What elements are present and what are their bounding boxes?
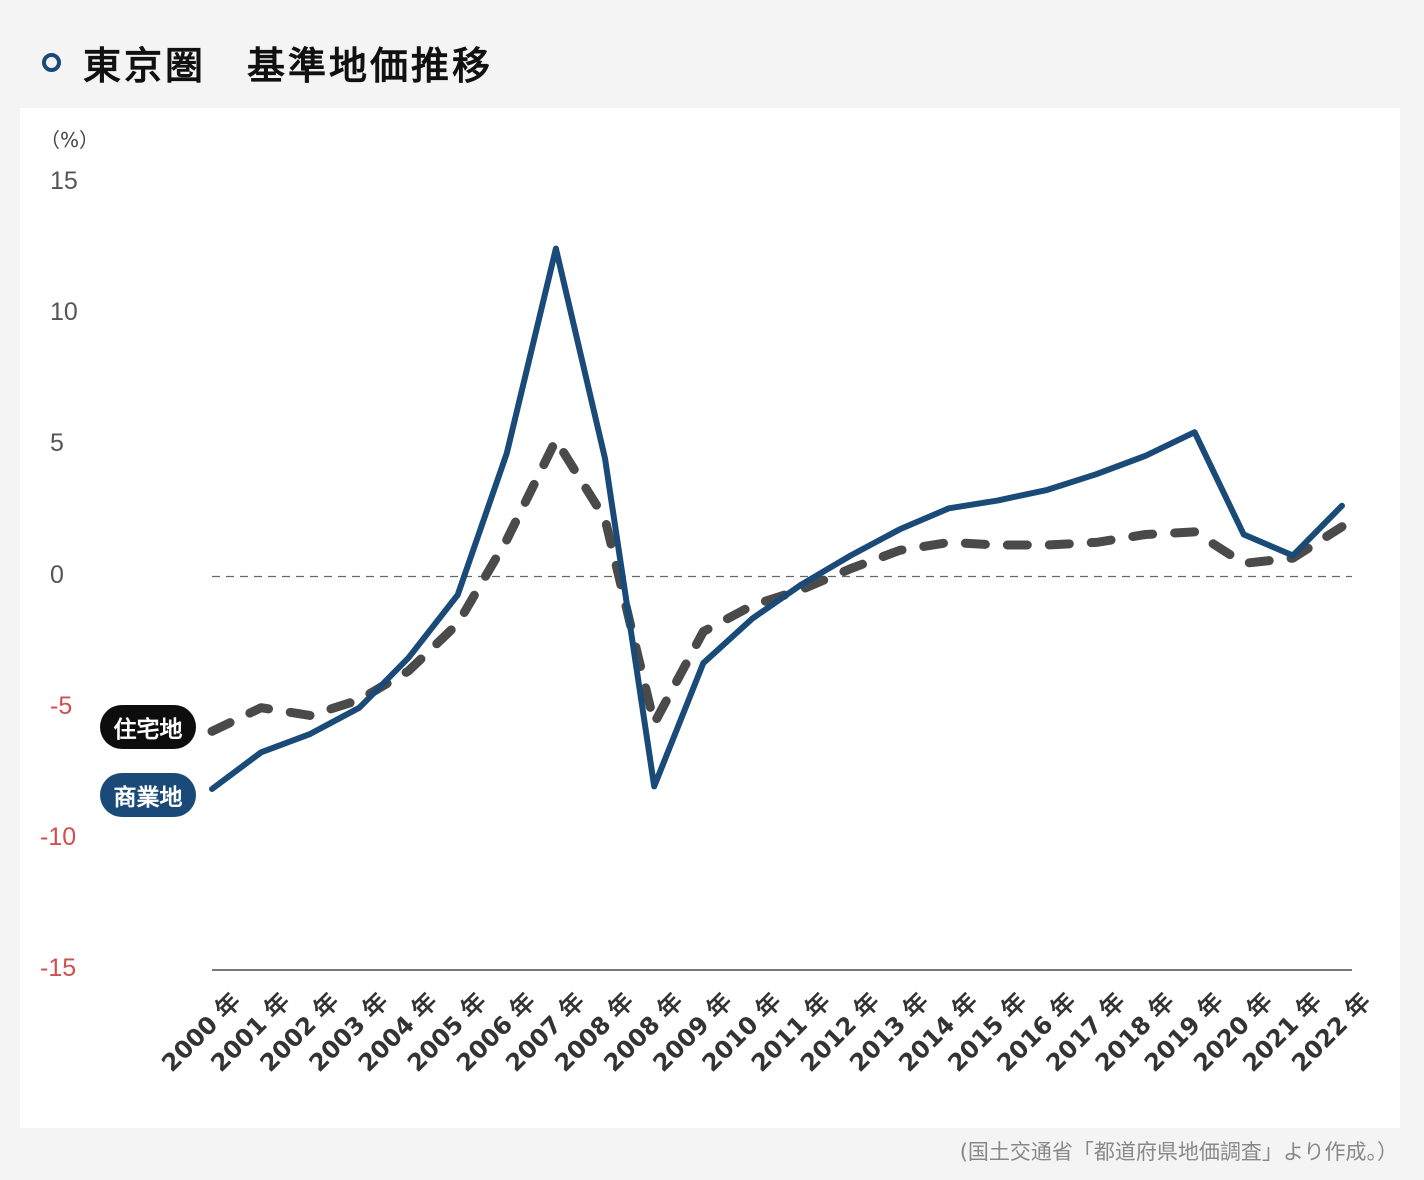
series-line-residential [207,435,1347,736]
y-tick-label: 15 [50,167,78,195]
source-note: (国土交通省「都道府県地価調査」より作成。） [959,1140,1398,1164]
y-tick-label: 10 [50,298,78,327]
legend-commercial-badge: 商業地 [100,773,196,817]
series-line-commercial [209,245,1345,792]
y-tick-label: 5 [50,429,64,458]
chart-panel [20,108,1400,1128]
y-tick-label: -5 [50,691,73,720]
y-tick-label: -15 [40,954,77,982]
y-tick-label: -10 [40,822,77,851]
page-title: 東京圏 基準地価推移 [83,43,494,88]
bullet-circle-icon [42,52,61,72]
y-axis-unit-label: （%） [40,128,100,152]
y-tick-label: 0 [50,560,64,589]
legend-residential-badge: 住宅地 [100,705,196,749]
chart-title: 東京圏 基準地価推移 [42,36,493,88]
